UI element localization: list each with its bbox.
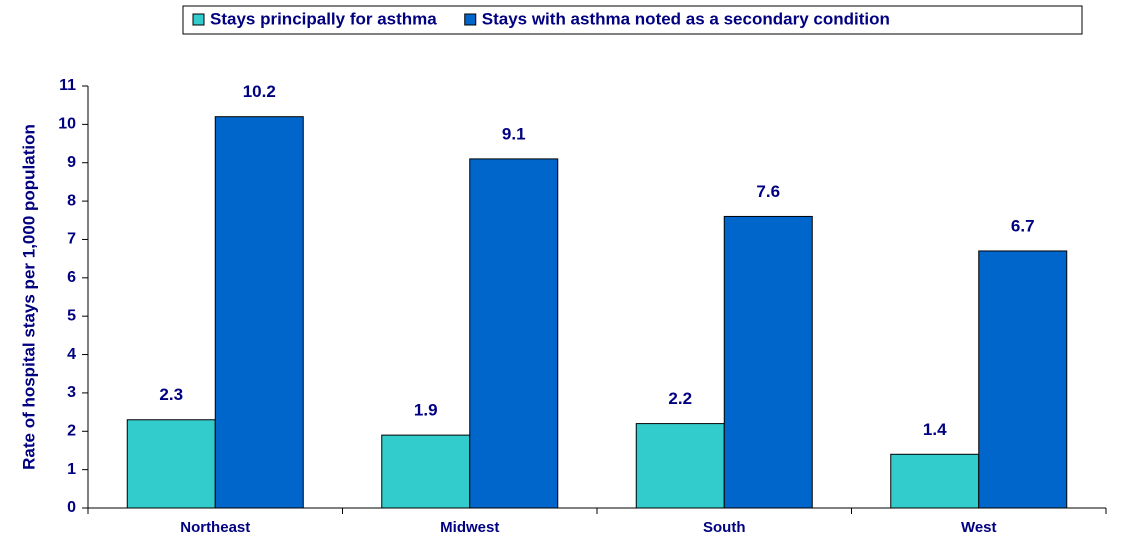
x-tick-label: Northeast: [180, 519, 250, 536]
data-label: 1.9: [414, 401, 438, 420]
data-label: 2.3: [159, 385, 183, 404]
y-tick-label: 2: [67, 422, 76, 439]
data-label: 9.1: [502, 124, 526, 143]
y-tick-label: 0: [67, 499, 76, 516]
y-tick-label: 1: [67, 461, 76, 478]
data-label: 2.2: [668, 389, 692, 408]
legend-swatch: [464, 13, 477, 26]
y-tick-label: 8: [67, 192, 76, 209]
bar: [978, 250, 1068, 509]
bar: [469, 158, 559, 509]
y-tick-label: 10: [58, 116, 76, 133]
bar: [381, 434, 471, 509]
bar: [635, 423, 725, 509]
x-tick-label: West: [961, 519, 997, 536]
data-label: 7.6: [756, 182, 780, 201]
y-tick-label: 5: [67, 307, 76, 324]
data-label: 10.2: [243, 82, 276, 101]
y-tick-label: 9: [67, 154, 76, 171]
y-axis-title: Rate of hospital stays per 1,000 populat…: [19, 124, 38, 470]
bar: [214, 116, 304, 509]
legend-label: Stays principally for asthma: [210, 9, 437, 28]
bar: [723, 215, 813, 509]
legend-box: [182, 5, 1083, 35]
y-tick-label: 4: [67, 346, 76, 363]
legend-swatch: [192, 13, 205, 26]
x-tick-label: South: [703, 519, 746, 536]
y-tick-label: 6: [67, 269, 76, 286]
legend-label: Stays with asthma noted as a secondary c…: [482, 9, 890, 28]
y-tick-label: 11: [59, 77, 76, 94]
data-label: 6.7: [1011, 216, 1035, 235]
data-label: 1.4: [923, 420, 947, 439]
bar: [890, 453, 980, 509]
bar: [126, 419, 216, 509]
x-tick-label: Midwest: [440, 519, 499, 536]
y-tick-label: 3: [67, 384, 76, 401]
y-tick-label: 7: [67, 231, 76, 248]
